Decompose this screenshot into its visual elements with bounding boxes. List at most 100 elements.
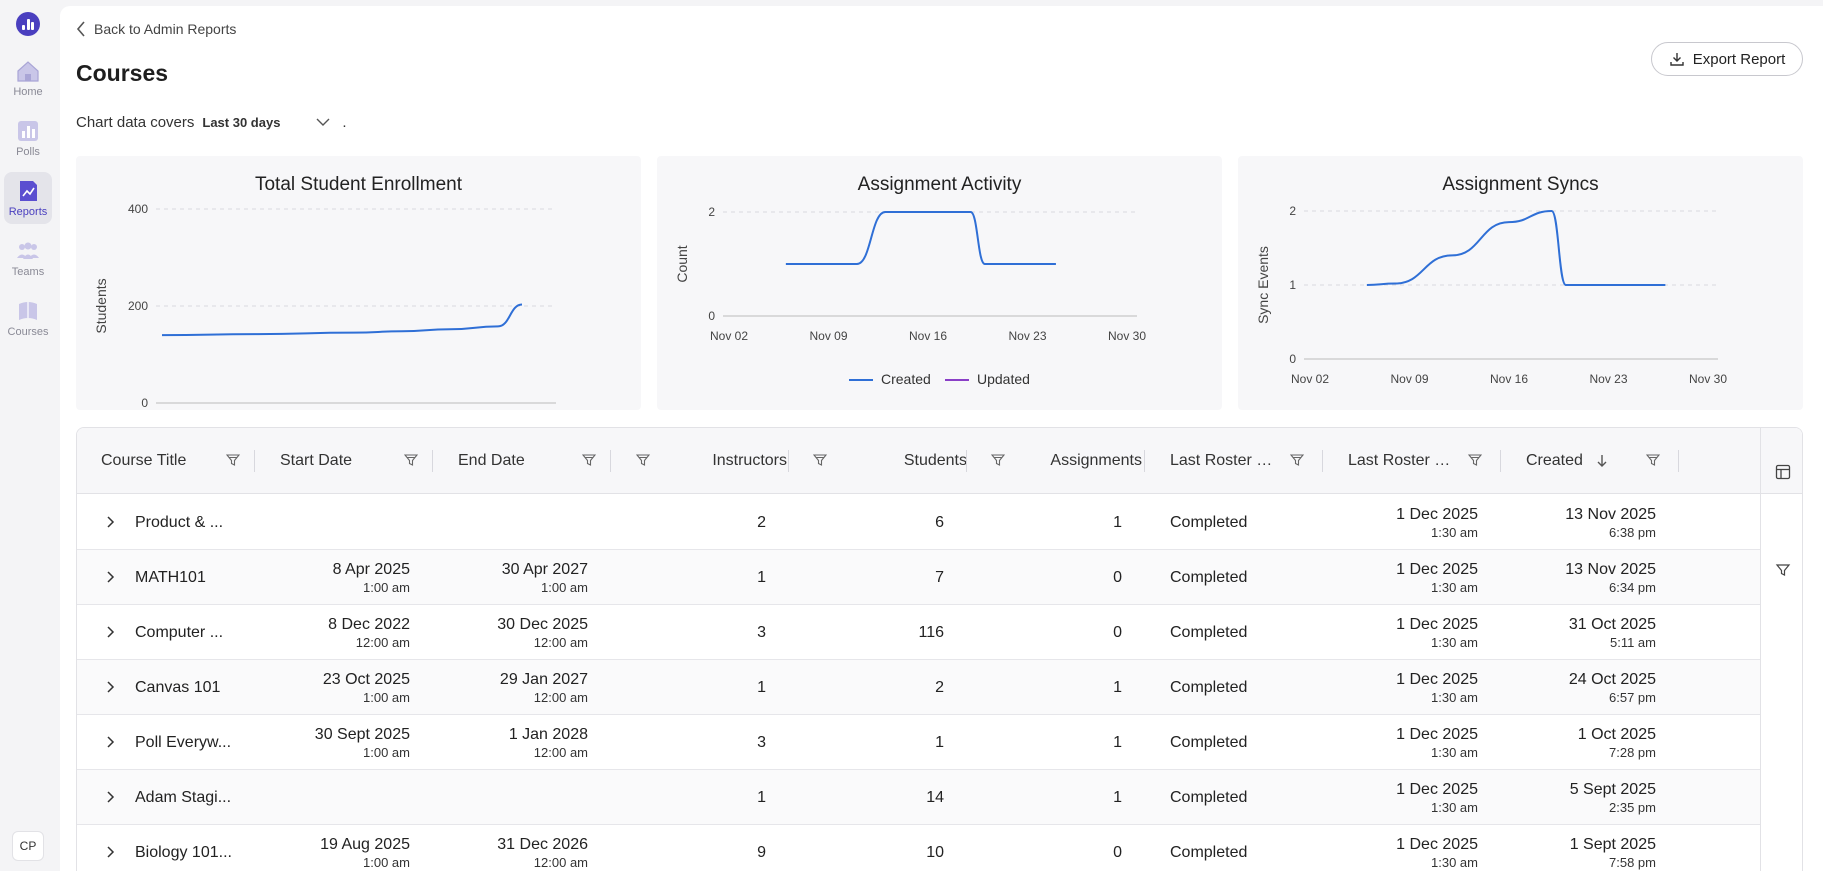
- column-header[interactable]: Assignments: [1007, 428, 1142, 494]
- column-header[interactable]: Students: [857, 428, 967, 494]
- column-divider[interactable]: [432, 450, 433, 472]
- app-logo[interactable]: [16, 12, 40, 36]
- filter-icon[interactable]: [582, 453, 596, 467]
- cell-value: 2: [757, 513, 766, 531]
- cell-value: 9: [757, 843, 766, 861]
- columns-icon[interactable]: [1775, 464, 1791, 480]
- cell-value: 1: [935, 733, 944, 751]
- cell-value: 30 Apr 2027: [501, 560, 588, 578]
- filter-icon[interactable]: [636, 453, 650, 467]
- cell-students: 14: [926, 770, 944, 825]
- expand-row-icon[interactable]: [103, 845, 117, 859]
- expand-row-icon[interactable]: [103, 680, 117, 694]
- avatar[interactable]: CP: [12, 831, 44, 861]
- y-tick-label: 2: [1289, 204, 1296, 218]
- cell-instructors: 3: [757, 605, 766, 660]
- cell-course-title: Product & ...: [135, 495, 235, 550]
- filter-panel-icon[interactable]: [1775, 562, 1791, 578]
- cell-end-date: 1 Jan 2028 12:00 am: [509, 715, 588, 770]
- cell-value: 30 Sept 2025: [314, 725, 410, 743]
- filter-icon[interactable]: [1646, 453, 1660, 467]
- expand-row-icon[interactable]: [103, 570, 117, 584]
- cell-time: 1:00 am: [363, 854, 410, 870]
- cell-value: 19 Aug 2025: [320, 835, 410, 853]
- filter-icon[interactable]: [226, 453, 240, 467]
- filter-icon[interactable]: [813, 453, 827, 467]
- chevron-left-icon: [76, 21, 85, 37]
- courses-icon: [19, 302, 37, 320]
- cell-value: 0: [1113, 568, 1122, 586]
- column-divider[interactable]: [966, 450, 967, 472]
- filter-icon[interactable]: [404, 453, 418, 467]
- table-row[interactable]: Canvas 101 23 Oct 2025 1:00 am 29 Jan 2027 1…: [77, 660, 1760, 715]
- y-tick-label: 0: [1289, 352, 1296, 366]
- chart-title: Total Student Enrollment: [255, 174, 463, 195]
- sidebar-item-home[interactable]: Home: [4, 52, 52, 104]
- cell-time: 5:11 am: [1609, 634, 1656, 650]
- cell-students: 116: [918, 605, 944, 660]
- sidebar-item-courses[interactable]: Courses: [4, 292, 52, 344]
- chart-enrollment: Total Student EnrollmentStudents0200400N…: [93, 174, 556, 410]
- cell-time: 12:00 am: [533, 634, 588, 650]
- column-header-label: Start Date: [280, 452, 353, 469]
- cell-value: 3: [757, 623, 766, 641]
- expand-row-icon[interactable]: [103, 625, 117, 639]
- cell-students: 6: [935, 495, 944, 550]
- cell-course-title: Poll Everyw...: [135, 715, 235, 770]
- column-header[interactable]: End Date: [458, 428, 568, 494]
- table-row[interactable]: Product & ... 2 6 1 Completed 1 Dec 2025 1:30 …: [77, 495, 1760, 550]
- expand-row-icon[interactable]: [103, 515, 117, 529]
- filter-icon[interactable]: [1468, 453, 1482, 467]
- column-divider[interactable]: [1322, 450, 1323, 472]
- column-divider[interactable]: [1144, 450, 1145, 472]
- column-divider[interactable]: [1678, 450, 1679, 472]
- cell-value: Adam Stagi...: [135, 788, 232, 806]
- expand-row-icon[interactable]: [103, 735, 117, 749]
- sidebar-item-teams[interactable]: Teams: [4, 232, 52, 284]
- column-header[interactable]: Created: [1526, 428, 1616, 494]
- table-row[interactable]: Biology 101... 19 Aug 2025 1:00 am 31 Dec 2…: [77, 825, 1760, 871]
- column-header[interactable]: Instructors: [667, 428, 787, 494]
- cell-status: Completed: [1170, 660, 1290, 715]
- cell-value: Biology 101...: [135, 843, 232, 861]
- y-axis-label: Students: [93, 278, 109, 333]
- cell-last-sync: 1 Dec 2025 1:30 am: [1396, 770, 1478, 825]
- table-row[interactable]: MATH101 8 Apr 2025 1:00 am 30 Apr 2027 1:00 …: [77, 550, 1760, 605]
- polls-icon: [18, 121, 38, 141]
- column-divider[interactable]: [610, 450, 611, 472]
- cell-value: 10: [926, 843, 944, 861]
- sidebar-item-polls[interactable]: Polls: [4, 112, 52, 164]
- date-range-select[interactable]: Last 30 days: [202, 115, 330, 130]
- table-row[interactable]: Computer ... 8 Dec 2022 12:00 am 30 Dec 202…: [77, 605, 1760, 660]
- column-header[interactable]: Last Roster Sync: [1348, 428, 1460, 494]
- cell-created: 1 Sept 2025 7:58 pm: [1570, 825, 1656, 871]
- cell-course-title: MATH101: [135, 550, 235, 605]
- cell-time: 1:30 am: [1431, 799, 1478, 815]
- filter-icon[interactable]: [1290, 453, 1304, 467]
- table-row[interactable]: Adam Stagi... 1 14 1 Completed 1 Dec 2025 1:30…: [77, 770, 1760, 825]
- cell-value: 1: [757, 568, 766, 586]
- column-header[interactable]: Last Roster Sy...: [1170, 428, 1280, 494]
- sidebar-item-reports[interactable]: Reports: [4, 172, 52, 224]
- legend-label: Updated: [977, 371, 1030, 387]
- column-header[interactable]: Course Title: [101, 428, 211, 494]
- cell-value: Completed: [1170, 843, 1248, 861]
- column-header-label: Last Roster Sy...: [1170, 452, 1280, 469]
- cell-time: 1:00 am: [363, 689, 410, 705]
- sort-desc-icon[interactable]: [1595, 454, 1609, 468]
- expand-row-icon[interactable]: [103, 790, 117, 804]
- cell-value: 1: [757, 788, 766, 806]
- back-link[interactable]: Back to Admin Reports: [76, 21, 236, 37]
- filter-icon[interactable]: [991, 453, 1005, 467]
- cell-value: 2: [935, 678, 944, 696]
- column-divider[interactable]: [1500, 450, 1501, 472]
- export-report-button[interactable]: Export Report: [1651, 42, 1803, 76]
- cell-last-sync: 1 Dec 2025 1:30 am: [1396, 605, 1478, 660]
- table-row[interactable]: Poll Everyw... 30 Sept 2025 1:00 am 1 Jan 2…: [77, 715, 1760, 770]
- column-divider[interactable]: [788, 450, 789, 472]
- column-header[interactable]: Start Date: [280, 428, 390, 494]
- column-divider[interactable]: [254, 450, 255, 472]
- chart-title: Assignment Activity: [858, 174, 1022, 195]
- cell-students: 1: [935, 715, 944, 770]
- reports-icon: [20, 181, 37, 201]
